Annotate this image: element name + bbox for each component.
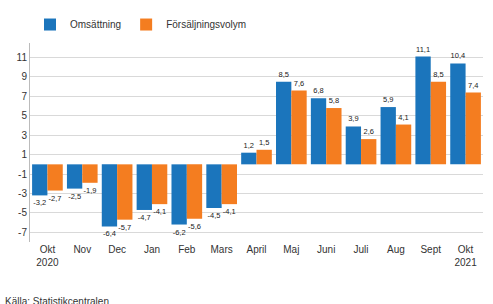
svg-text:Nov: Nov (73, 244, 91, 255)
svg-text:3,9: 3,9 (348, 114, 358, 123)
svg-text:11: 11 (17, 52, 28, 63)
svg-text:Källa: Statistikcentralen: Källa: Statistikcentralen (5, 296, 109, 304)
svg-text:Juli: Juli (354, 244, 369, 255)
svg-text:-4,1: -4,1 (223, 207, 236, 216)
svg-text:5: 5 (21, 110, 27, 121)
svg-text:April: April (246, 244, 266, 255)
svg-text:10,4: 10,4 (451, 51, 466, 60)
svg-text:-2,7: -2,7 (49, 194, 62, 203)
svg-text:-1: -1 (18, 169, 27, 180)
svg-text:-7: -7 (18, 227, 27, 238)
svg-text:8,5: 8,5 (433, 70, 443, 79)
svg-text:-3,2: -3,2 (33, 198, 46, 207)
svg-text:Okt2020: Okt2020 (36, 244, 59, 268)
svg-text:7,6: 7,6 (294, 79, 304, 88)
svg-text:Omsättning: Omsättning (70, 19, 121, 30)
svg-text:1,5: 1,5 (259, 138, 269, 147)
svg-text:-4,1: -4,1 (153, 207, 166, 216)
svg-text:Maj: Maj (283, 244, 299, 255)
svg-text:-4,5: -4,5 (208, 211, 221, 220)
svg-text:8,5: 8,5 (278, 70, 288, 79)
svg-text:7,4: 7,4 (468, 81, 478, 90)
svg-text:Juni: Juni (317, 244, 335, 255)
svg-text:7: 7 (21, 91, 27, 102)
svg-text:5,9: 5,9 (383, 95, 393, 104)
svg-text:9: 9 (21, 71, 27, 82)
svg-text:Sept: Sept (420, 244, 441, 255)
svg-text:-2,5: -2,5 (68, 192, 81, 201)
svg-text:6,8: 6,8 (313, 86, 323, 95)
svg-text:4,1: 4,1 (398, 113, 408, 122)
svg-text:Mars: Mars (211, 244, 233, 255)
svg-text:-4,7: -4,7 (138, 213, 151, 222)
svg-text:Okt2021: Okt2021 (454, 244, 477, 268)
svg-text:-5: -5 (18, 207, 27, 218)
svg-text:Aug: Aug (387, 244, 405, 255)
svg-text:-5,6: -5,6 (188, 222, 201, 231)
svg-text:-3: -3 (18, 188, 27, 199)
svg-text:5,8: 5,8 (329, 96, 339, 105)
svg-text:Feb: Feb (178, 244, 196, 255)
svg-text:Försäljningsvolym: Försäljningsvolym (166, 19, 246, 30)
svg-text:2,6: 2,6 (363, 127, 373, 136)
svg-text:-6,4: -6,4 (103, 229, 116, 238)
svg-text:-6,2: -6,2 (173, 228, 186, 237)
svg-text:-5,7: -5,7 (118, 223, 131, 232)
svg-text:1,2: 1,2 (244, 141, 254, 150)
svg-text:1: 1 (21, 149, 27, 160)
svg-text:Jan: Jan (144, 244, 160, 255)
svg-text:11,1: 11,1 (416, 45, 430, 54)
svg-text:-1,9: -1,9 (83, 186, 96, 195)
svg-text:Dec: Dec (108, 244, 126, 255)
svg-text:3: 3 (21, 130, 27, 141)
